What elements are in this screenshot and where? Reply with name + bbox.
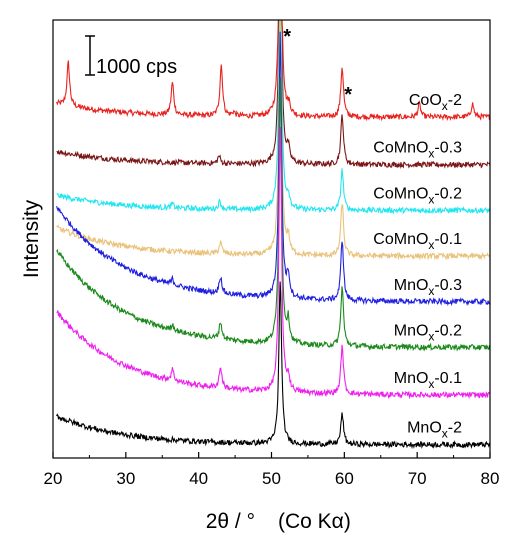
series-line-3 — [56, 19, 491, 261]
series-line-0 — [56, 19, 490, 122]
x-axis-title-unit: (Co Kα) — [278, 510, 351, 533]
star-marker-2: * — [344, 84, 352, 106]
series-label-7: MnOx-2 — [407, 420, 462, 441]
series-label-4: MnOx-0.3 — [394, 277, 462, 298]
x-tick-label-80: 80 — [481, 469, 500, 488]
series-label-2: CoMnOx-0.2 — [373, 185, 462, 206]
series-line-2 — [56, 19, 491, 215]
star-marker-1: * — [283, 26, 291, 48]
x-tick-label-30: 30 — [116, 469, 135, 488]
x-tick-label-50: 50 — [262, 469, 281, 488]
series-labels: CoOx-2 CoMnOx-0.3 CoMnOx-0.2 CoMnOx-0.1 MnOx… — [373, 92, 462, 441]
x-tick-label-60: 60 — [335, 469, 354, 488]
series-label-0: CoOx-2 — [409, 92, 462, 113]
series-label-6: MnOx-0.1 — [394, 370, 462, 391]
series-label-1: CoMnOx-0.3 — [373, 140, 462, 161]
scale-bar-label: 1000 cps — [96, 56, 177, 78]
x-tick-label-20: 20 — [44, 469, 63, 488]
scale-bar: 1000 cps — [85, 35, 177, 78]
x-tick-label-70: 70 — [408, 469, 427, 488]
y-axis-title: Intensity — [20, 199, 43, 278]
x-tick-label-40: 40 — [189, 469, 208, 488]
x-ticks: 20 30 40 50 60 70 80 — [44, 452, 500, 488]
series-layer — [56, 19, 491, 450]
series-line-1 — [56, 19, 491, 170]
series-line-5 — [56, 77, 491, 352]
series-label-3: CoMnOx-0.1 — [373, 231, 462, 252]
series-line-7 — [56, 281, 491, 450]
series-label-5: MnOx-0.2 — [394, 323, 462, 344]
x-axis-title-main: 2θ / ° — [206, 510, 255, 533]
series-line-6 — [56, 126, 491, 400]
series-line-4 — [56, 31, 491, 307]
